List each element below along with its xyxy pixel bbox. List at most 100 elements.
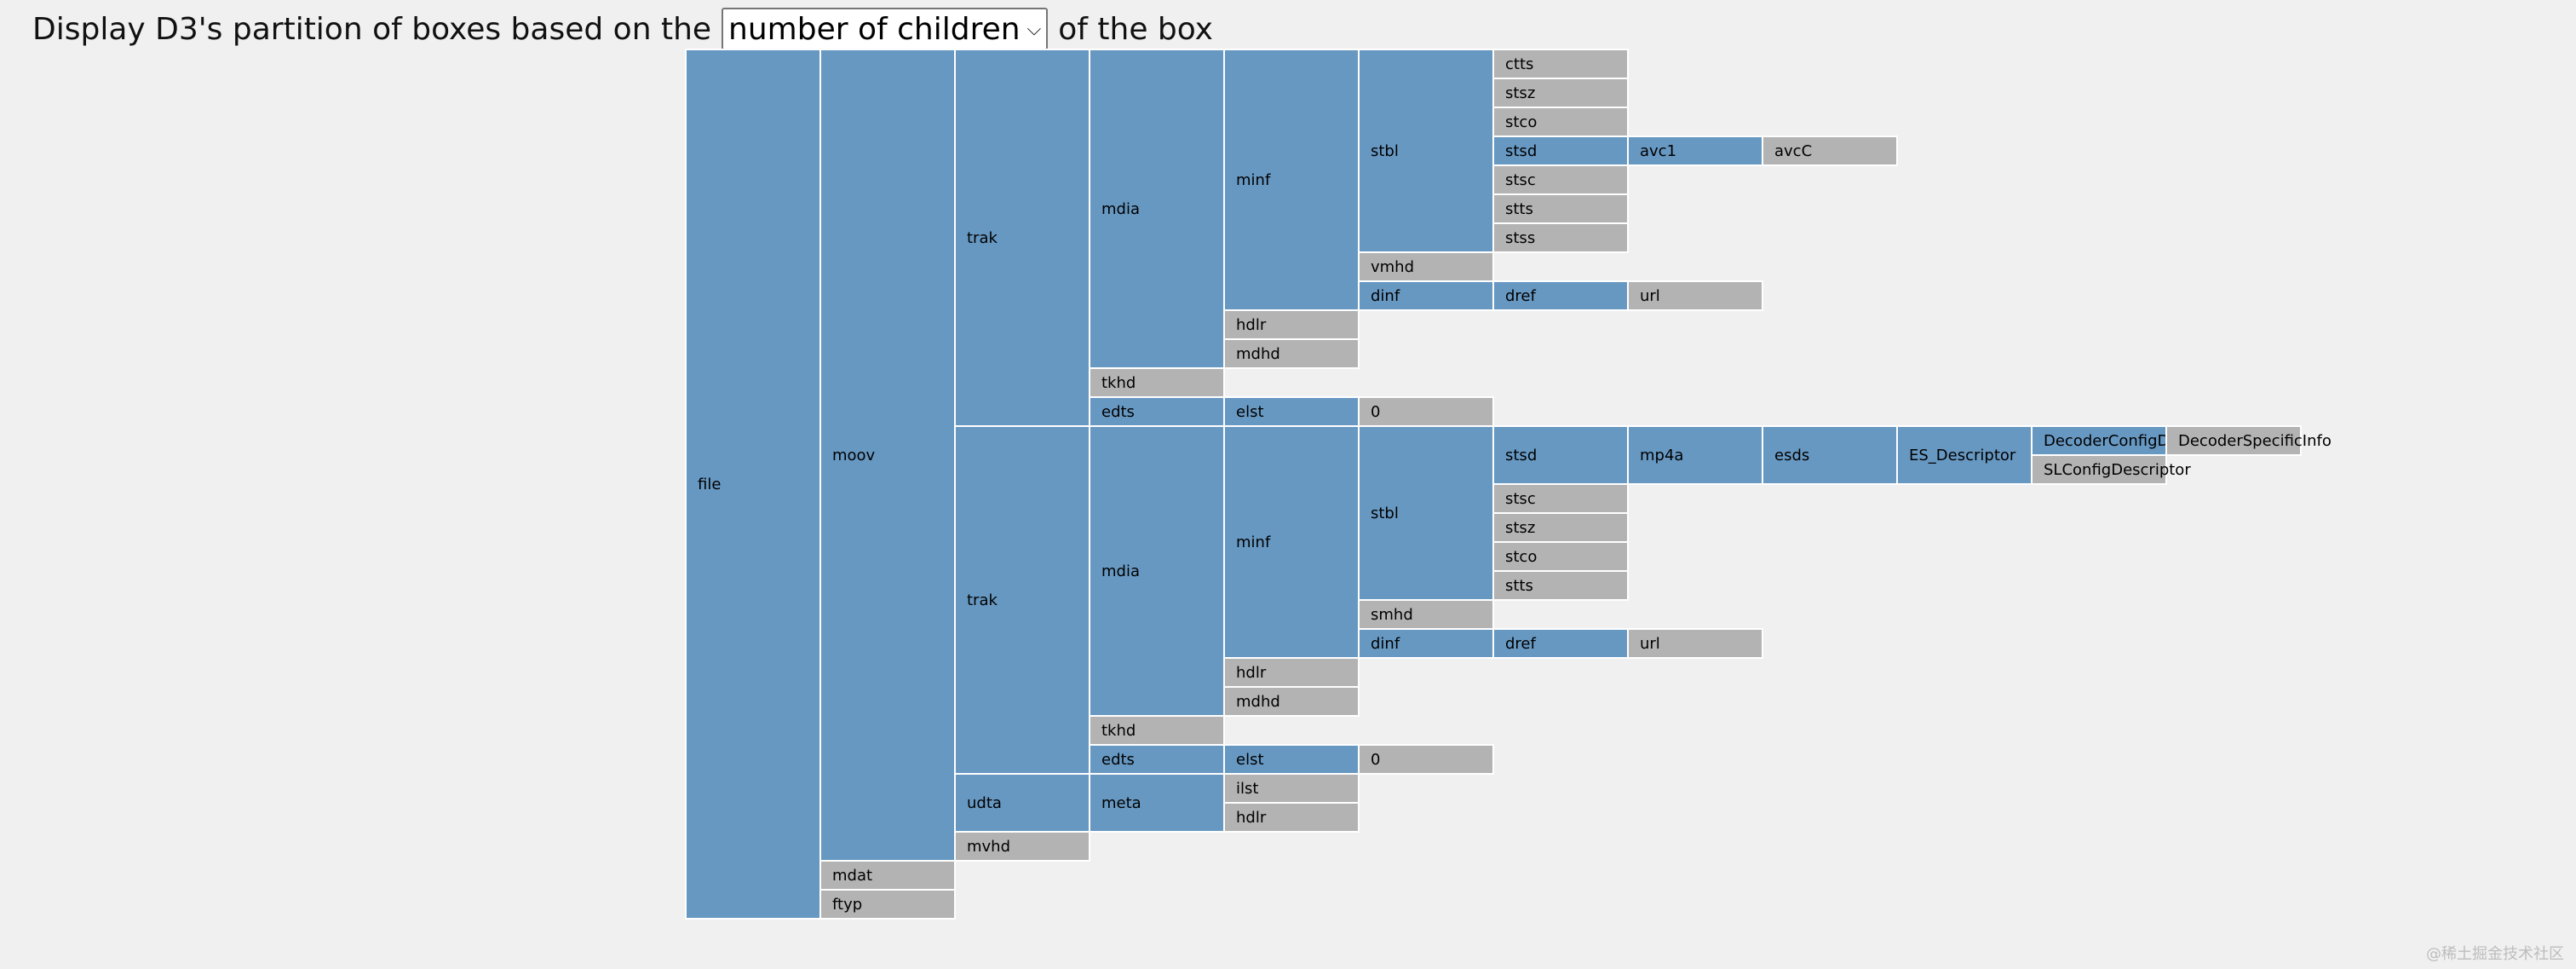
box-hdlr[interactable]: hdlr — [1223, 657, 1360, 688]
box-url[interactable]: url — [1627, 628, 1763, 659]
box-dref[interactable]: dref — [1492, 628, 1629, 659]
box-rect-dinf[interactable] — [1358, 628, 1494, 659]
box-rect-file[interactable] — [685, 49, 821, 920]
box-mdia[interactable]: mdia — [1089, 425, 1225, 717]
box-rect-stsz[interactable] — [1492, 512, 1629, 543]
box-moov[interactable]: moov — [819, 49, 956, 862]
box-tkhd[interactable]: tkhd — [1089, 367, 1225, 398]
box-edts[interactable]: edts — [1089, 396, 1225, 427]
box-rect-dref[interactable] — [1492, 628, 1629, 659]
box-rect-dinf[interactable] — [1358, 280, 1494, 311]
box-hdlr[interactable]: hdlr — [1223, 802, 1360, 833]
box-rect-slconfigdescriptor[interactable] — [2031, 454, 2167, 485]
box-rect-mdhd[interactable] — [1223, 338, 1360, 369]
box-avcc[interactable]: avcC — [1762, 136, 1898, 166]
box-rect-minf[interactable] — [1223, 49, 1360, 311]
box-minf[interactable]: minf — [1223, 425, 1360, 659]
box-rect-mp4a[interactable] — [1627, 425, 1763, 485]
box-stsd[interactable]: stsd — [1492, 136, 1629, 166]
box-rect-decoderspecificinfo[interactable] — [2165, 425, 2302, 456]
box-0[interactable]: 0 — [1358, 744, 1494, 775]
box-mdia[interactable]: mdia — [1089, 49, 1225, 369]
box-rect-mdia[interactable] — [1089, 49, 1225, 369]
box-rect-stsz[interactable] — [1492, 78, 1629, 108]
box-rect-hdlr[interactable] — [1223, 657, 1360, 688]
box-rect-stbl[interactable] — [1358, 425, 1494, 601]
box-dinf[interactable]: dinf — [1358, 280, 1494, 311]
box-esds[interactable]: esds — [1762, 425, 1898, 485]
box-mp4a[interactable]: mp4a — [1627, 425, 1763, 485]
box-rect-mdat[interactable] — [819, 860, 956, 891]
box-rect-tkhd[interactable] — [1089, 367, 1225, 398]
box-stbl[interactable]: stbl — [1358, 49, 1494, 253]
box-rect-smhd[interactable] — [1358, 599, 1494, 630]
box-hdlr[interactable]: hdlr — [1223, 309, 1360, 340]
box-elst[interactable]: elst — [1223, 744, 1360, 775]
box-rect-edts[interactable] — [1089, 396, 1225, 427]
box-vmhd[interactable]: vmhd — [1358, 251, 1494, 282]
box-dinf[interactable]: dinf — [1358, 628, 1494, 659]
box-rect-0[interactable] — [1358, 744, 1494, 775]
box-rect-mvhd[interactable] — [954, 831, 1090, 862]
box-rect-ilst[interactable] — [1223, 773, 1360, 804]
box-ilst[interactable]: ilst — [1223, 773, 1360, 804]
box-rect-stsc[interactable] — [1492, 483, 1629, 514]
box-stsc[interactable]: stsc — [1492, 164, 1629, 195]
box-stco[interactable]: stco — [1492, 107, 1629, 137]
box-stsd[interactable]: stsd — [1492, 425, 1629, 485]
box-rect-edts[interactable] — [1089, 744, 1225, 775]
box-meta[interactable]: meta — [1089, 773, 1225, 833]
box-stts[interactable]: stts — [1492, 570, 1629, 601]
box-elst[interactable]: elst — [1223, 396, 1360, 427]
box-udta[interactable]: udta — [954, 773, 1090, 833]
box-rect-trak[interactable] — [954, 49, 1090, 427]
box-dref[interactable]: dref — [1492, 280, 1629, 311]
box-rect-meta[interactable] — [1089, 773, 1225, 833]
box-es-descriptor[interactable]: ES_Descriptor — [1896, 425, 2033, 485]
box-rect-stsd[interactable] — [1492, 136, 1629, 166]
box-rect-stts[interactable] — [1492, 570, 1629, 601]
box-slconfigdescriptor[interactable]: SLConfigDescriptor — [2031, 454, 2191, 485]
box-decoderspecificinfo[interactable]: DecoderSpecificInfo — [2165, 425, 2332, 456]
box-tkhd[interactable]: tkhd — [1089, 715, 1225, 746]
box-rect-ftyp[interactable] — [819, 889, 956, 920]
box-smhd[interactable]: smhd — [1358, 599, 1494, 630]
box-rect-avcc[interactable] — [1762, 136, 1898, 166]
box-stss[interactable]: stss — [1492, 222, 1629, 253]
box-rect-mdia[interactable] — [1089, 425, 1225, 717]
box-mdhd[interactable]: mdhd — [1223, 686, 1360, 717]
box-rect-url[interactable] — [1627, 280, 1763, 311]
box-stsc[interactable]: stsc — [1492, 483, 1629, 514]
box-rect-udta[interactable] — [954, 773, 1090, 833]
box-rect-stss[interactable] — [1492, 222, 1629, 253]
box-ctts[interactable]: ctts — [1492, 49, 1629, 79]
box-stbl[interactable]: stbl — [1358, 425, 1494, 601]
box-mdat[interactable]: mdat — [819, 860, 956, 891]
box-rect-url[interactable] — [1627, 628, 1763, 659]
box-rect-hdlr[interactable] — [1223, 309, 1360, 340]
box-mvhd[interactable]: mvhd — [954, 831, 1090, 862]
box-stco[interactable]: stco — [1492, 541, 1629, 572]
box-stsz[interactable]: stsz — [1492, 78, 1629, 108]
box-trak[interactable]: trak — [954, 425, 1090, 775]
box-ftyp[interactable]: ftyp — [819, 889, 956, 920]
box-minf[interactable]: minf — [1223, 49, 1360, 311]
box-url[interactable]: url — [1627, 280, 1763, 311]
box-stts[interactable]: stts — [1492, 193, 1629, 224]
box-file[interactable]: file — [685, 49, 821, 920]
box-edts[interactable]: edts — [1089, 744, 1225, 775]
box-0[interactable]: 0 — [1358, 396, 1494, 427]
box-rect-stts[interactable] — [1492, 193, 1629, 224]
box-rect-minf[interactable] — [1223, 425, 1360, 659]
box-stsz[interactable]: stsz — [1492, 512, 1629, 543]
box-avc1[interactable]: avc1 — [1627, 136, 1763, 166]
box-rect-hdlr[interactable] — [1223, 802, 1360, 833]
box-trak[interactable]: trak — [954, 49, 1090, 427]
box-rect-moov[interactable] — [819, 49, 956, 862]
box-rect-stbl[interactable] — [1358, 49, 1494, 253]
box-rect-stco[interactable] — [1492, 541, 1629, 572]
box-mdhd[interactable]: mdhd — [1223, 338, 1360, 369]
box-rect-mdhd[interactable] — [1223, 686, 1360, 717]
box-rect-vmhd[interactable] — [1358, 251, 1494, 282]
metric-select[interactable]: number of children ⌵ — [722, 8, 1049, 50]
